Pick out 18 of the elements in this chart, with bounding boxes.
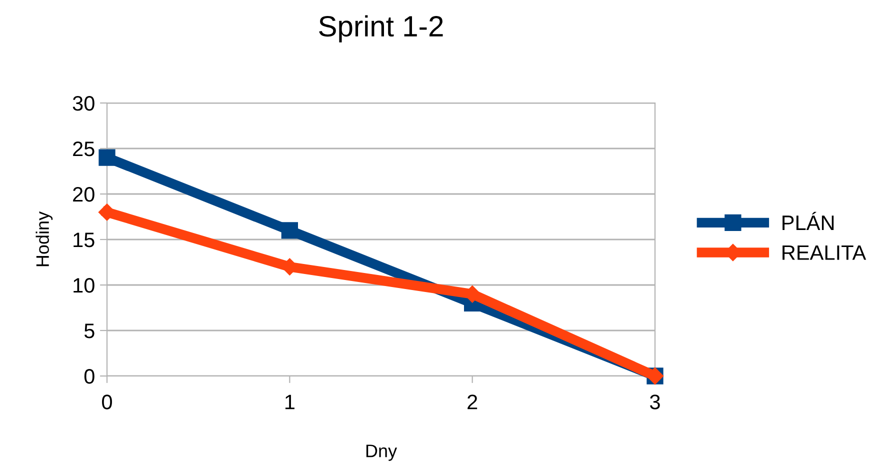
x-tick-label: 3 — [650, 394, 660, 410]
x-axis-title: Dny — [366, 444, 398, 461]
y-axis-title: Hodiny — [36, 211, 53, 266]
x-tick-label: 2 — [468, 394, 478, 410]
y-tick-label: 20 — [73, 187, 94, 202]
y-tick-label: 30 — [72, 96, 94, 111]
x-tick-label: 0 — [102, 394, 112, 410]
legend-label: PLÁN — [782, 212, 834, 230]
y-tick-label: 25 — [73, 142, 94, 156]
y-tick-label: 15 — [74, 232, 94, 248]
point — [281, 222, 298, 239]
y-tick-label: 10 — [74, 278, 94, 293]
point — [98, 149, 116, 166]
chart-title: Sprint 1-2 — [319, 15, 443, 42]
y-tick-label: 0 — [84, 369, 94, 384]
y-tick-label: 5 — [84, 324, 94, 338]
x-tick-label: 1 — [285, 394, 294, 410]
legend-label: REALITA — [782, 245, 866, 260]
